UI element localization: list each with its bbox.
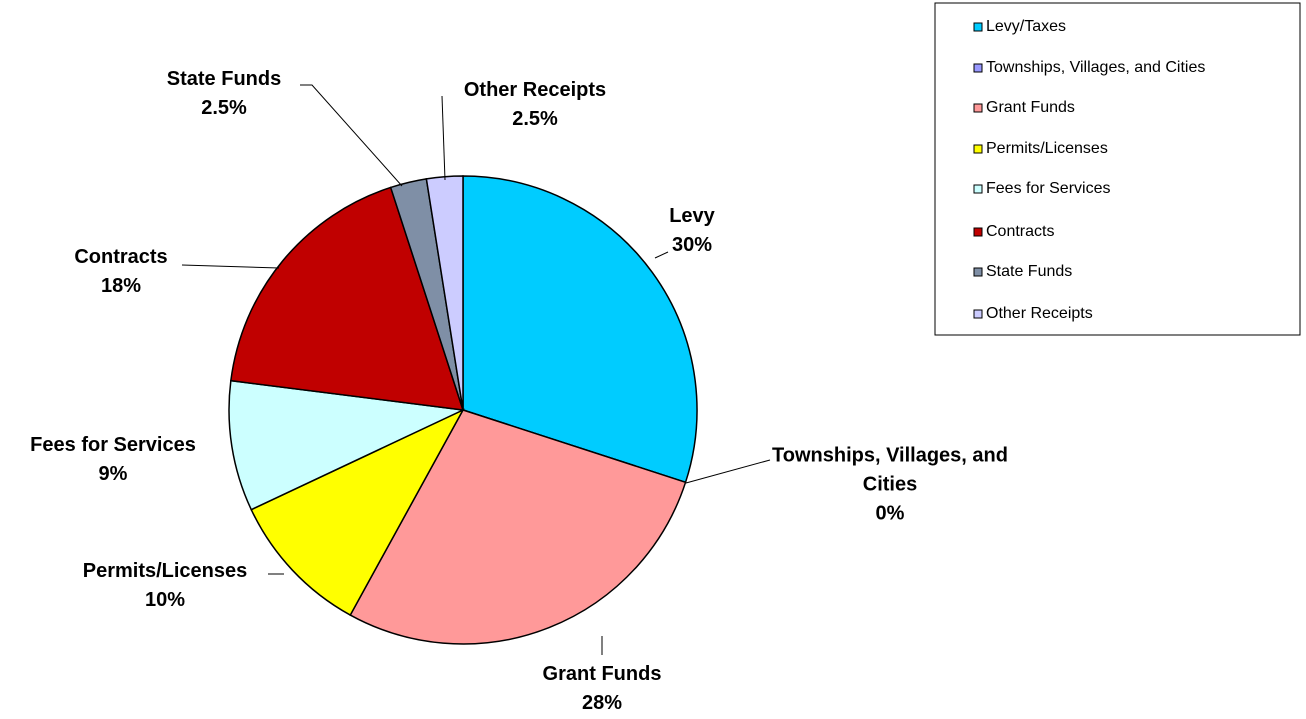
data-label: Levy 30% (669, 202, 715, 260)
label-value: 2.5% (512, 108, 558, 130)
leader-line (685, 459, 771, 484)
leader-line (300, 84, 403, 187)
legend-label: Townships, Villages, and Cities (986, 59, 1205, 76)
legend-swatch (973, 144, 983, 154)
pie-slice (462, 175, 698, 484)
legend-swatch (973, 63, 983, 73)
label-value: 9% (98, 463, 128, 485)
pie-slice (349, 409, 687, 645)
legend-label: State Funds (986, 263, 1072, 280)
legend-label: Fees for Services (986, 180, 1110, 197)
data-label: Contracts 18% (74, 243, 167, 301)
data-label: Fees for Services 9% (30, 431, 196, 489)
data-label: Townships, Villages, and Cities 0% (770, 442, 1010, 529)
data-label: Grant Funds 28% (543, 660, 662, 718)
legend-label: Contracts (986, 223, 1054, 240)
legend-label: Other Receipts (986, 305, 1093, 322)
pie-slice (230, 186, 465, 411)
leader-line (441, 95, 446, 181)
label-value: 0% (875, 502, 905, 525)
legend-swatch (973, 22, 983, 32)
legend-box (934, 2, 1301, 336)
legend-swatch (973, 309, 983, 319)
leader-line (181, 264, 280, 269)
label-name: Fees for Services (30, 434, 196, 456)
label-value: 18% (100, 275, 142, 297)
label-name: Grant Funds (542, 663, 662, 685)
label-value: 28% (581, 692, 623, 714)
label-name: Townships, Villages, and Cities (772, 444, 1008, 496)
data-label: Permits/Licenses 10% (83, 557, 248, 615)
label-name: Permits/Licenses (82, 560, 248, 582)
label-value: 2.5% (201, 97, 247, 119)
legend-swatch (973, 267, 983, 277)
label-name: Contracts (74, 246, 168, 268)
legend-swatch (973, 227, 983, 237)
label-value: 30% (671, 234, 713, 256)
label-name: State Funds (166, 68, 282, 90)
leader-line (654, 251, 669, 259)
legend-swatch (973, 184, 983, 194)
data-label: Other Receipts 2.5% (464, 76, 606, 134)
data-label: State Funds 2.5% (167, 65, 281, 123)
legend-label: Permits/Licenses (986, 140, 1108, 157)
label-name: Other Receipts (463, 79, 607, 101)
legend-label: Grant Funds (986, 99, 1075, 116)
legend-swatch (973, 103, 983, 113)
pie-slice (228, 379, 466, 511)
legend-label: Levy/Taxes (986, 18, 1066, 35)
pie-slice (250, 408, 465, 617)
label-value: 10% (144, 589, 186, 611)
label-name: Levy (669, 205, 715, 227)
